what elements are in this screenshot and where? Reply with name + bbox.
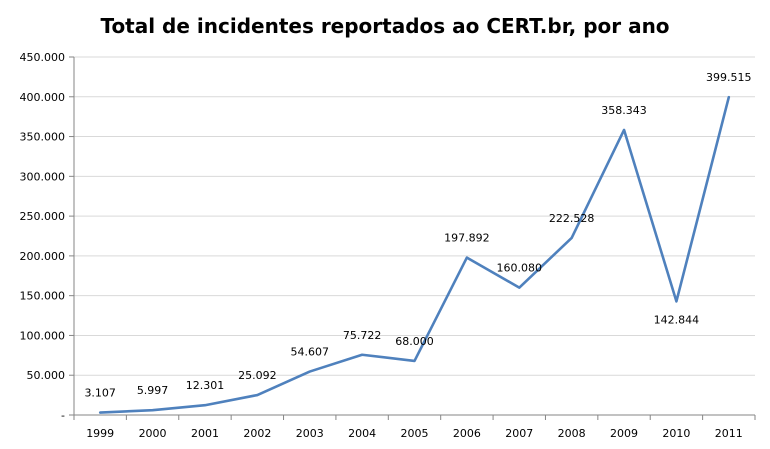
- chart-title: Total de incidentes reportados ao CERT.b…: [100, 14, 670, 38]
- x-tick-label: 2002: [243, 427, 271, 440]
- data-label: 3.107: [84, 387, 116, 400]
- x-axis-tick-labels: 1999 2000 2001 2002 2003 2004 2005 2006 2007 2008…: [86, 427, 743, 440]
- gridlines: [74, 56, 755, 376]
- x-tick-label: 2011: [715, 427, 743, 440]
- data-label: 12.301: [186, 379, 225, 392]
- y-tick-label: 350.000: [20, 131, 66, 144]
- data-label: 160.080: [497, 262, 543, 275]
- x-tick-label: 2006: [453, 427, 481, 440]
- y-tick-label: 150.000: [20, 290, 66, 303]
- x-tick-label: 2000: [139, 427, 167, 440]
- data-label: 358.343: [601, 104, 647, 117]
- data-label: 142.844: [654, 313, 700, 326]
- data-label: 25.092: [238, 369, 277, 382]
- y-axis-tick-labels: - 50.000 100.000 150.000 200.000 250.000 300.0…: [20, 51, 66, 422]
- x-tick-label: 2005: [401, 427, 429, 440]
- data-label: 197.892: [444, 232, 490, 245]
- axes: [69, 56, 756, 420]
- y-tick-label: 400.000: [20, 91, 66, 104]
- x-tick-label: 2010: [662, 427, 690, 440]
- data-label: 5.997: [137, 384, 169, 397]
- y-tick-label: 100.000: [20, 329, 66, 342]
- x-tick-label: 2003: [296, 427, 324, 440]
- series-lines: [98, 95, 731, 414]
- data-label: 399.515: [706, 71, 752, 84]
- x-tick-label: 2007: [505, 427, 533, 440]
- y-tick-label: 50.000: [27, 369, 66, 382]
- x-tick-label: 2001: [191, 427, 219, 440]
- y-tick-label: 200.000: [20, 250, 66, 263]
- x-tick-label: 2004: [348, 427, 376, 440]
- data-label: 54.607: [290, 346, 329, 359]
- y-tick-label: -: [61, 409, 65, 422]
- y-tick-label: 300.000: [20, 170, 66, 183]
- y-tick-label: 450.000: [20, 51, 66, 64]
- data-label: 222.528: [549, 212, 595, 225]
- data-labels: 3.107 5.997 12.301 25.092 54.607 75.722 68.000…: [84, 71, 751, 399]
- data-label: 68.000: [395, 335, 434, 348]
- x-tick-label: 1999: [86, 427, 114, 440]
- x-tick-label: 2009: [610, 427, 638, 440]
- series-line: [98, 95, 731, 414]
- data-label: 75.722: [343, 329, 382, 342]
- x-tick-label: 2008: [558, 427, 586, 440]
- y-tick-label: 250.000: [20, 210, 66, 223]
